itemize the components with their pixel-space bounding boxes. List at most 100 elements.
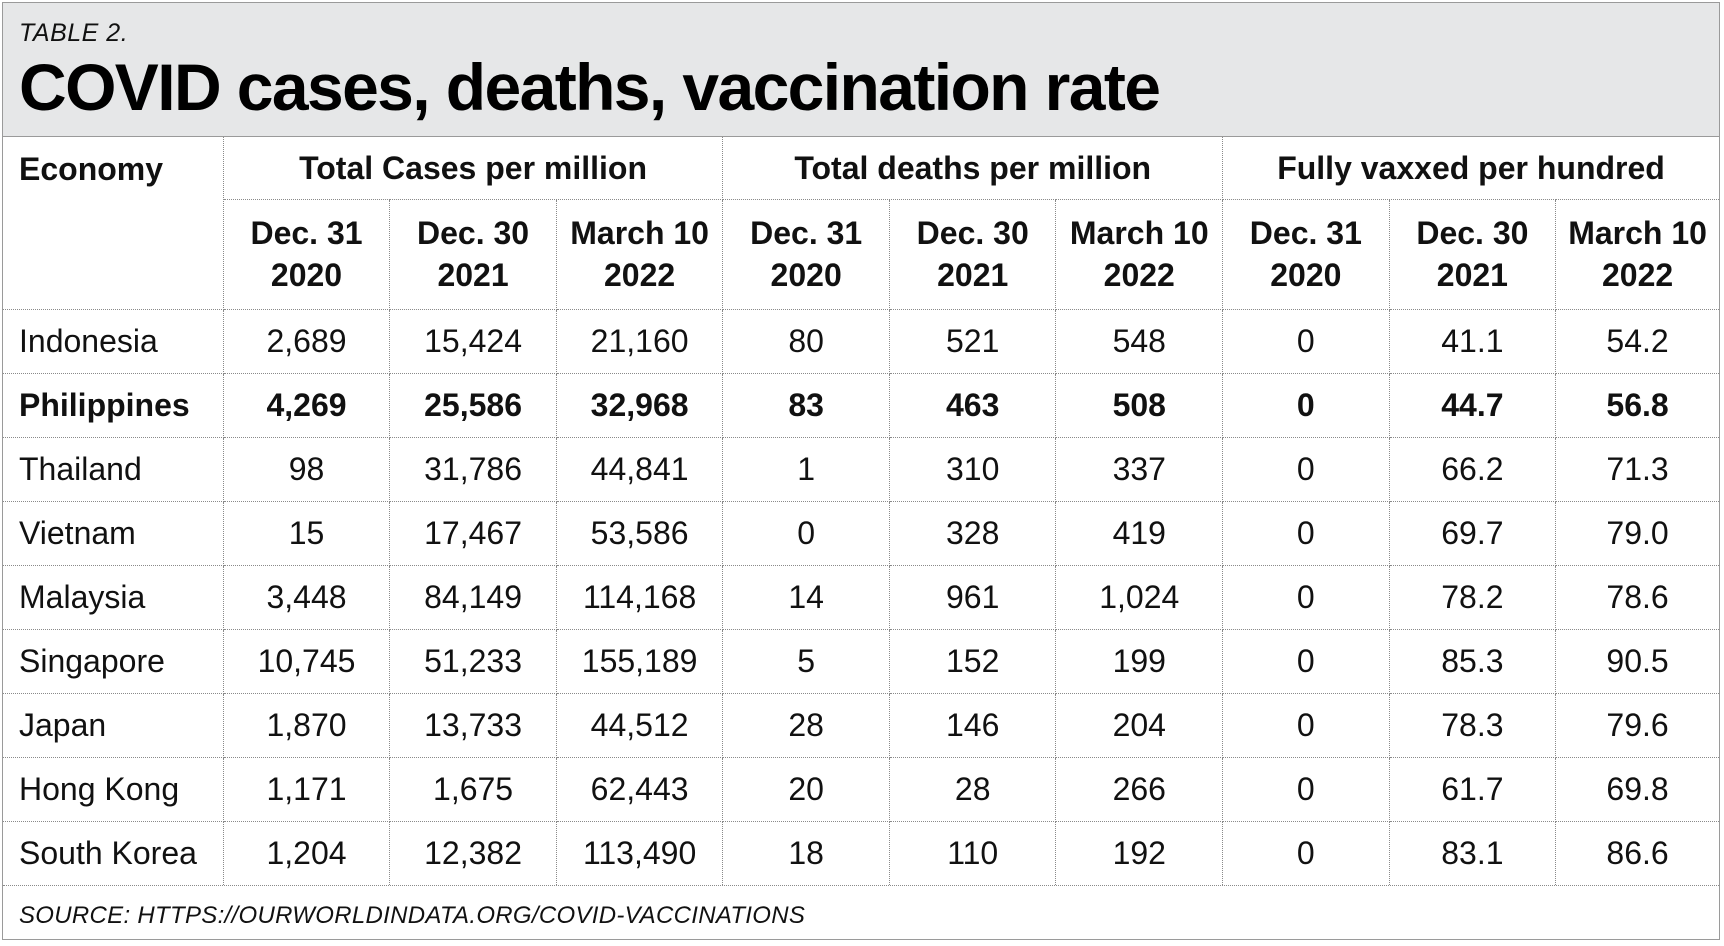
- economy-name-cell: Hong Kong: [3, 757, 224, 822]
- year-header-line: 2022: [1103, 256, 1175, 293]
- table-row: South Korea 1,204 12,382 113,490 18 110 192 0 83…: [3, 821, 1719, 885]
- year-header-line: 2020: [1270, 256, 1342, 293]
- table-row: Malaysia 3,448 84,149 114,168 14 961 1,024 0 78.…: [3, 565, 1719, 630]
- year-header-line: 2021: [437, 256, 509, 293]
- date-column-header: Dec. 31 2020: [223, 199, 391, 310]
- value-cell: 20: [722, 757, 890, 822]
- year-header-line: 2020: [770, 256, 842, 293]
- table-header-band: TABLE 2. COVID cases, deaths, vaccinatio…: [3, 3, 1719, 137]
- value-cell: 21,160: [555, 309, 724, 374]
- value-cell: 83.1: [1388, 821, 1557, 885]
- value-cell: 1,024: [1055, 565, 1224, 630]
- date-header-line: March 10: [1069, 214, 1209, 251]
- economy-column-header: Economy: [3, 137, 224, 310]
- economy-name-cell: Thailand: [3, 437, 224, 502]
- value-cell: 310: [888, 437, 1057, 502]
- value-cell: 4,269: [222, 373, 391, 438]
- value-cell: 1,870: [222, 693, 391, 758]
- table-row: Vietnam 15 17,467 53,586 0 328 419 0 69.7 79.0: [3, 501, 1719, 566]
- value-cell: 78.2: [1388, 565, 1557, 630]
- year-header-line: 2021: [1436, 256, 1508, 293]
- value-cell: 155,189: [555, 629, 724, 694]
- table-label: TABLE 2.: [19, 19, 129, 47]
- value-cell: 69.7: [1388, 501, 1557, 566]
- value-cell: 51,233: [389, 629, 557, 694]
- date-header-line: Dec. 31: [750, 214, 863, 251]
- date-header-line: Dec. 31: [1249, 214, 1362, 251]
- value-cell: 41.1: [1388, 309, 1557, 374]
- value-cell: 0: [1222, 693, 1390, 758]
- value-cell: 17,467: [389, 501, 557, 566]
- value-cell: 79.0: [1555, 501, 1719, 566]
- value-cell: 548: [1055, 309, 1224, 374]
- value-cell: 5: [722, 629, 890, 694]
- year-header-line: 2022: [604, 256, 676, 293]
- value-cell: 463: [888, 373, 1057, 438]
- year-header-line: 2020: [270, 256, 343, 293]
- value-cell: 0: [1222, 821, 1390, 885]
- value-cell: 0: [1222, 437, 1390, 502]
- value-cell: 0: [1222, 373, 1390, 438]
- value-cell: 508: [1055, 373, 1224, 438]
- value-cell: 0: [722, 501, 890, 566]
- value-cell: 86.6: [1555, 821, 1719, 885]
- value-cell: 90.5: [1555, 629, 1719, 694]
- value-cell: 961: [888, 565, 1057, 630]
- value-cell: 98: [222, 437, 391, 502]
- value-cell: 28: [722, 693, 890, 758]
- value-cell: 62,443: [555, 757, 724, 822]
- group-header-deaths: Total deaths per million: [722, 137, 1224, 200]
- value-cell: 0: [1222, 501, 1390, 566]
- value-cell: 78.6: [1555, 565, 1719, 630]
- value-cell: 0: [1222, 309, 1390, 374]
- date-column-header: March 10 2022: [1555, 199, 1719, 310]
- source-note: SOURCE: HTTPS://OURWORLDINDATA.ORG/COVID…: [3, 885, 1719, 945]
- value-cell: 419: [1055, 501, 1224, 566]
- value-cell: 15: [222, 501, 391, 566]
- value-cell: 0: [1222, 565, 1390, 630]
- group-header-cases: Total Cases per million: [222, 137, 724, 200]
- value-cell: 31,786: [389, 437, 557, 502]
- value-cell: 84,149: [389, 565, 557, 630]
- value-cell: 18: [722, 821, 890, 885]
- date-header-line: Dec. 30: [1416, 214, 1529, 251]
- value-cell: 71.3: [1555, 437, 1719, 502]
- table-row: Japan 1,870 13,733 44,512 28 146 204 0 78.3 79.6: [3, 693, 1719, 758]
- value-cell: 80: [722, 309, 890, 374]
- economy-name-cell: Indonesia: [3, 309, 224, 374]
- value-cell: 56.8: [1555, 373, 1719, 438]
- value-cell: 0: [1222, 757, 1390, 822]
- economy-name-cell: Malaysia: [3, 565, 224, 630]
- value-cell: 2,689: [222, 309, 391, 374]
- value-cell: 53,586: [555, 501, 724, 566]
- value-cell: 85.3: [1388, 629, 1557, 694]
- economy-name-cell: Vietnam: [3, 501, 224, 566]
- year-header-line: 2022: [1601, 256, 1674, 293]
- value-cell: 199: [1055, 629, 1224, 694]
- value-cell: 54.2: [1555, 309, 1719, 374]
- date-header-line: Dec. 30: [916, 214, 1029, 251]
- value-cell: 152: [888, 629, 1057, 694]
- value-cell: 337: [1055, 437, 1224, 502]
- value-cell: 78.3: [1388, 693, 1557, 758]
- value-cell: 192: [1055, 821, 1224, 885]
- year-header-line: 2021: [937, 256, 1009, 293]
- date-header-line: Dec. 30: [417, 214, 530, 251]
- value-cell: 44,512: [555, 693, 724, 758]
- covid-data-table: Economy Total Cases per million Total de…: [3, 137, 1719, 885]
- value-cell: 204: [1055, 693, 1224, 758]
- date-column-header: Dec. 31 2020: [1222, 199, 1390, 310]
- date-header-line: March 10: [1568, 214, 1707, 251]
- value-cell: 1,204: [222, 821, 391, 885]
- date-column-header: Dec. 30 2021: [888, 199, 1057, 310]
- value-cell: 13,733: [389, 693, 557, 758]
- economy-name-cell: Japan: [3, 693, 224, 758]
- date-header-line: March 10: [570, 214, 709, 251]
- table-row: Philippines 4,269 25,586 32,968 83 463 508 0 44.…: [3, 373, 1719, 438]
- value-cell: 1: [722, 437, 890, 502]
- value-cell: 114,168: [555, 565, 724, 630]
- table-row: Hong Kong 1,171 1,675 62,443 20 28 266 0 61.7 69.…: [3, 757, 1719, 822]
- table-row: Indonesia 2,689 15,424 21,160 80 521 548 0 41.1 5…: [3, 309, 1719, 374]
- value-cell: 266: [1055, 757, 1224, 822]
- value-cell: 28: [888, 757, 1057, 822]
